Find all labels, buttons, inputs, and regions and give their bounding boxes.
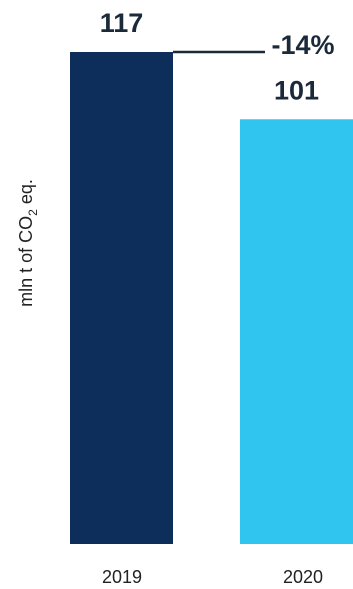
bar-2020 <box>240 119 353 544</box>
y-axis-label-suffix: eq. <box>16 179 36 209</box>
value-label-2020: 101 <box>274 75 319 105</box>
change-percent-label: -14% <box>271 30 334 60</box>
x-tick-label-2020: 2020 <box>283 567 323 587</box>
y-axis-label-prefix: mln t of CO <box>16 216 36 307</box>
y-axis-label: mln t of CO2 eq. <box>16 179 40 307</box>
bar-2019 <box>70 52 173 544</box>
value-label-2019: 117 <box>100 8 144 38</box>
x-tick-label-2019: 2019 <box>102 567 142 587</box>
